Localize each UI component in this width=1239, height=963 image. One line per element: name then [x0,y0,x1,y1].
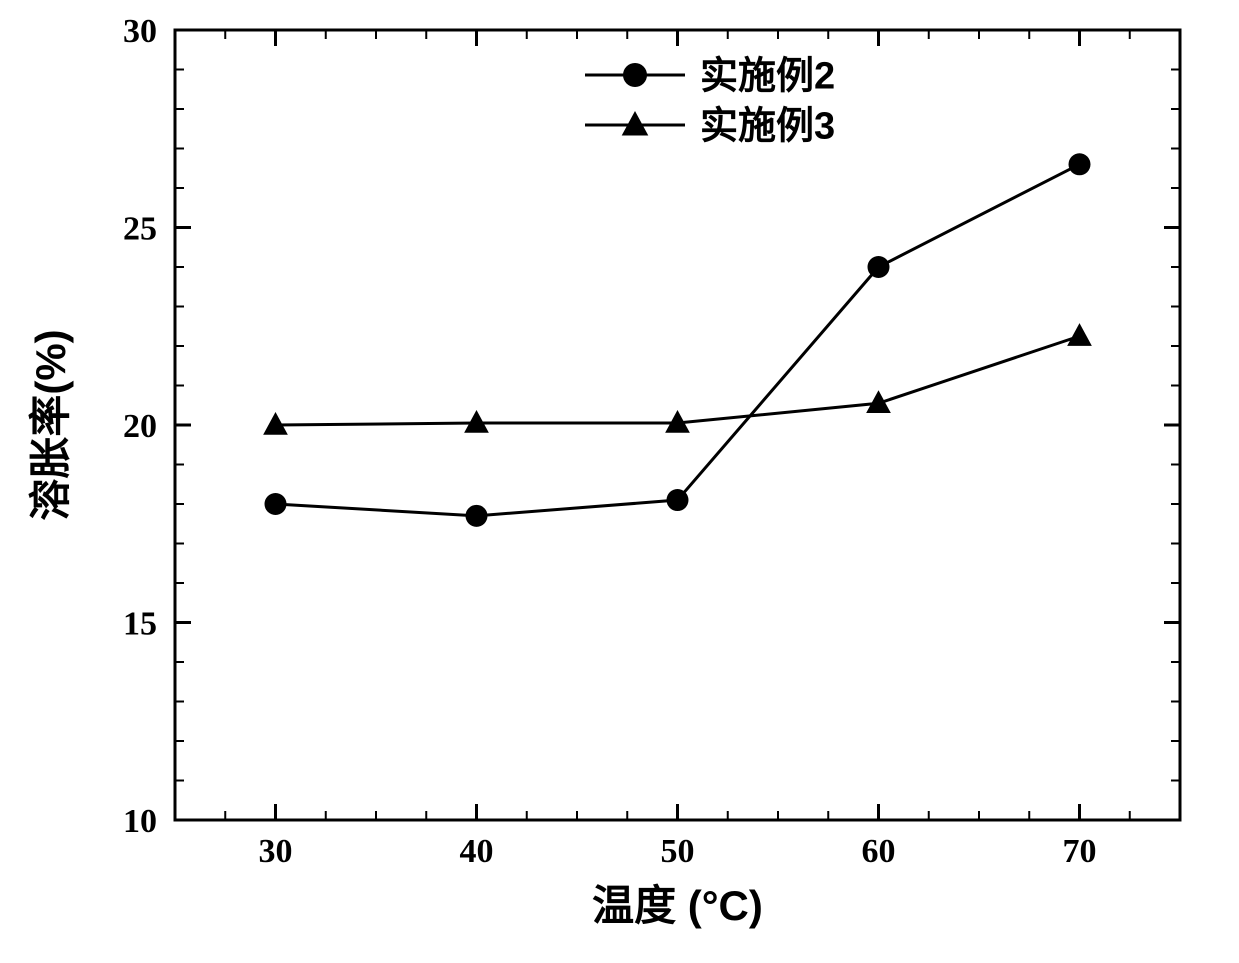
legend-label-0: 实施例2 [700,55,835,97]
svg-text:60: 60 [862,833,896,870]
svg-text:50: 50 [661,833,695,870]
svg-text:70: 70 [1063,833,1097,870]
svg-text:25: 25 [123,211,157,248]
x-axis-label: 温度 (°C) [592,882,763,929]
svg-text:20: 20 [123,408,157,445]
svg-text:10: 10 [123,803,157,840]
svg-text:30: 30 [123,13,157,50]
legend-label-1: 实施例3 [700,105,835,147]
svg-text:40: 40 [460,833,494,870]
y-axis-label: 溶胀率(%) [27,329,74,520]
chart-container: 30 40 50 60 70 10 15 20 25 30 温度 (°C) 溶胀率(%) 实施例2 实施例… [0,0,1239,963]
svg-text:30: 30 [259,833,293,870]
svg-text:15: 15 [123,606,157,643]
line-chart: 30 40 50 60 70 10 15 20 25 30 温度 (°C) 溶胀率(%) 实施例2 实施例… [0,0,1239,963]
